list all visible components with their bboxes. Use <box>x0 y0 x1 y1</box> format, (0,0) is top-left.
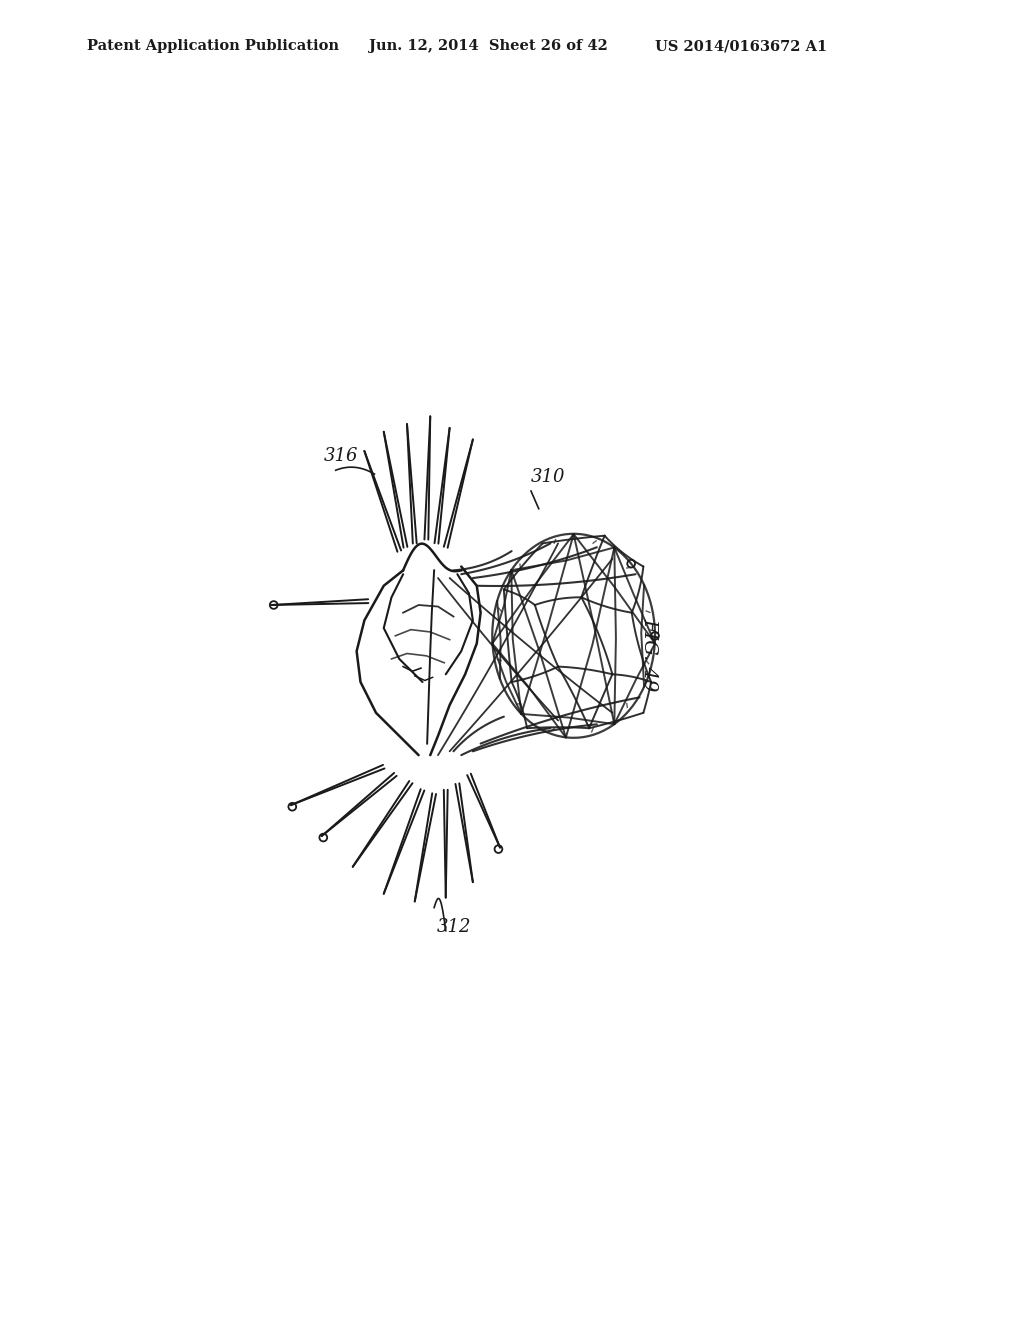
Text: FIG. 49: FIG. 49 <box>640 618 657 692</box>
Text: 312: 312 <box>436 919 471 936</box>
Text: 316: 316 <box>324 447 357 465</box>
Text: Patent Application Publication: Patent Application Publication <box>87 40 339 53</box>
Text: US 2014/0163672 A1: US 2014/0163672 A1 <box>655 40 827 53</box>
Text: Jun. 12, 2014  Sheet 26 of 42: Jun. 12, 2014 Sheet 26 of 42 <box>369 40 607 53</box>
Text: 310: 310 <box>531 467 565 486</box>
